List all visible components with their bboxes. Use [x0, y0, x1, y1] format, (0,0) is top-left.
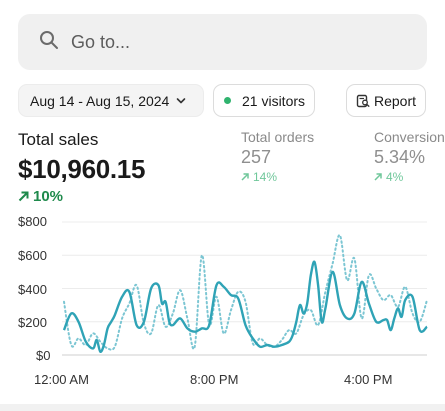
conversion-value: 5.34%	[374, 147, 426, 167]
x-tick-label: 12:00 AM	[34, 372, 89, 387]
y-tick-label: $400	[18, 282, 47, 297]
sales-series-line	[62, 260, 428, 354]
report-label: Report	[374, 92, 417, 109]
y-tick-label: $600	[18, 248, 47, 263]
visitors-count: 21 visitors	[242, 92, 306, 109]
date-range-label: Aug 14 - Aug 15, 2024	[30, 92, 170, 109]
report-button[interactable]: Report	[346, 84, 426, 117]
y-tick-label: $800	[18, 214, 47, 229]
conversion-change: 4%	[386, 170, 404, 184]
total-sales-trend: 10%	[18, 188, 63, 205]
total-orders-change: 14%	[253, 170, 278, 184]
x-tick-label: 4:00 PM	[344, 372, 393, 387]
chevron-down-icon	[177, 97, 186, 103]
arrow-up-right-icon	[241, 173, 249, 181]
x-tick-label: 8:00 PM	[190, 372, 239, 387]
total-sales-change: 10%	[33, 188, 64, 205]
conversion-label: Conversion	[374, 129, 445, 145]
y-tick-label: $0	[36, 348, 51, 363]
total-orders-label: Total orders	[241, 129, 315, 145]
total-orders-value: 257	[241, 147, 272, 167]
total-sales-label: Total sales	[18, 130, 99, 149]
report-icon	[356, 94, 370, 107]
search-bar[interactable]	[18, 14, 427, 70]
live-dot-icon	[224, 97, 231, 104]
search-input[interactable]	[71, 31, 391, 53]
y-tick-label: $200	[18, 315, 47, 330]
arrow-up-right-icon	[374, 173, 382, 181]
arrow-up-right-icon	[18, 191, 29, 202]
total-orders-trend: 14%	[241, 170, 277, 184]
comparison-series-line	[63, 234, 428, 351]
live-visitors-button[interactable]: 21 visitors	[213, 84, 315, 117]
conversion-trend: 4%	[374, 170, 403, 184]
total-sales-value: $10,960.15	[18, 154, 146, 184]
search-icon	[39, 30, 59, 55]
date-range-selector[interactable]: Aug 14 - Aug 15, 2024	[18, 84, 204, 117]
